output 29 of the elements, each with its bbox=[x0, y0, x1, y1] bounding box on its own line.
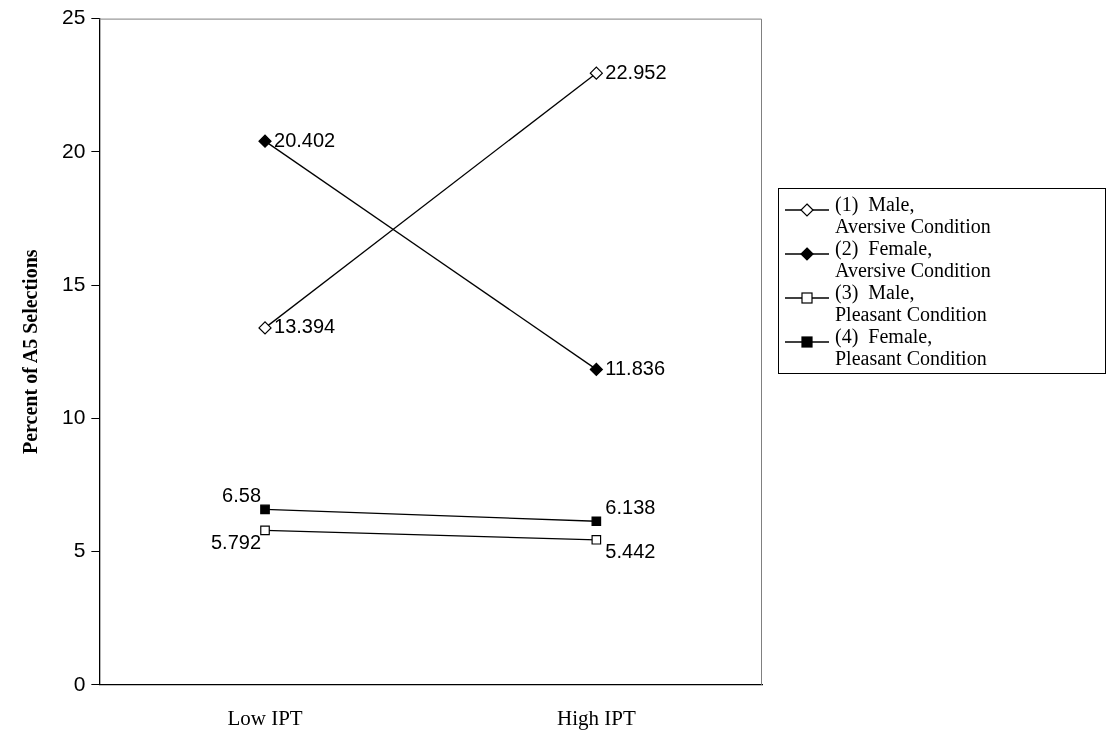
y-tick-label: 10 bbox=[62, 405, 86, 429]
data-label: 13.394 bbox=[274, 315, 336, 338]
data-label: 22.952 bbox=[605, 60, 667, 83]
data-label: 5.442 bbox=[605, 540, 656, 563]
y-tick-label: 15 bbox=[62, 271, 86, 295]
point bbox=[591, 516, 602, 527]
point bbox=[260, 525, 270, 536]
y-axis-title: Percent of A5 Selections bbox=[19, 249, 42, 454]
y-tick-label: 0 bbox=[73, 671, 86, 695]
data-label: 6.58 bbox=[222, 483, 262, 506]
data-label: 11.836 bbox=[605, 356, 666, 379]
legend-label: (3) Male, Pleasant Condition bbox=[835, 281, 988, 325]
point bbox=[589, 66, 603, 80]
point bbox=[258, 134, 272, 148]
x-tick-label: High IPT bbox=[556, 705, 636, 730]
legend-label: (1) Male, Aversive Condition bbox=[835, 193, 992, 237]
data-label: 5.792 bbox=[210, 530, 262, 553]
legend-label: (2) Female, Aversive Condition bbox=[835, 237, 992, 281]
point bbox=[258, 321, 272, 335]
y-tick-label: 25 bbox=[62, 5, 86, 29]
y-tick-label: 20 bbox=[62, 138, 86, 162]
data-label: 6.138 bbox=[605, 495, 656, 518]
legend-label: (4) Female, Pleasant Condition bbox=[835, 325, 988, 369]
point bbox=[591, 534, 602, 545]
data-label: 20.402 bbox=[274, 128, 336, 151]
y-tick-label: 5 bbox=[73, 538, 86, 562]
point bbox=[589, 362, 603, 376]
x-tick-label: Low IPT bbox=[227, 705, 303, 730]
point bbox=[260, 504, 270, 515]
